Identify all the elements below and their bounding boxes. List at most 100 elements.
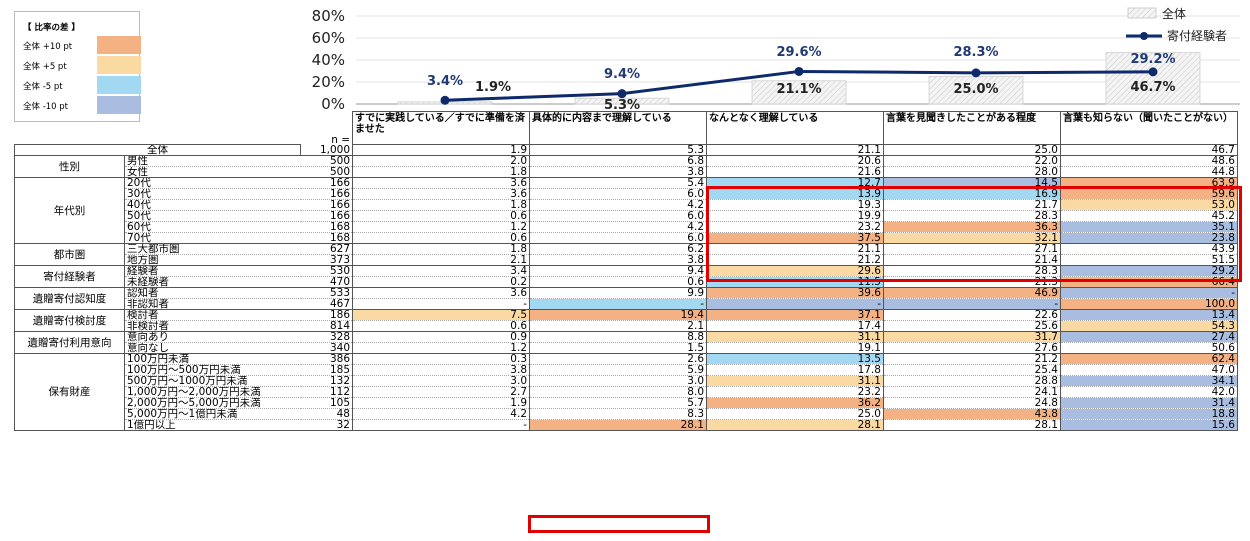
n-cell: 168 — [300, 232, 353, 244]
table-row: 60代 168 1.2 4.2 23.2 36.3 35.1 — [15, 221, 1238, 233]
value-cell: 29.6 — [706, 265, 884, 277]
y-tick-label: 80% — [312, 7, 345, 25]
value-cell: 1.9 — [352, 144, 530, 156]
value-cell: 27.1 — [883, 243, 1061, 255]
row-label: 経験者 — [124, 265, 301, 277]
diff-legend: 【 比率の差 】 全体 +10 pt 全体 +5 pt 全体 -5 pt 全体 … — [14, 11, 141, 122]
table-row: 遺贈寄付利用意向 意向あり 328 0.9 8.8 31.1 31.7 27.4 — [14, 331, 1238, 354]
value-cell: 51.5 — [1060, 254, 1238, 266]
value-cell: 0.6 — [352, 320, 530, 332]
column-header: 言葉も知らない（聞いたことがない） — [1060, 111, 1238, 145]
row-label: 100万円～500万円未満 — [124, 364, 301, 376]
value-cell: 47.0 — [1060, 364, 1238, 376]
value-cell: 3.6 — [352, 287, 530, 299]
y-tick-label: 40% — [312, 51, 345, 69]
column-header: すでに実践している／すでに準備を済ませた — [352, 111, 530, 145]
n-cell: 166 — [300, 210, 353, 222]
table-row: 非検討者 814 0.6 2.1 17.4 25.6 54.3 — [15, 320, 1238, 332]
table-row: 保有財産 100万円未満 386 0.3 2.6 13.5 21.2 62.4 — [14, 353, 1238, 431]
value-cell: 24.1 — [883, 386, 1061, 398]
value-cell: 2.1 — [352, 254, 530, 266]
table-row: 年代別 20代 166 3.6 5.4 12.7 14.5 63.9 — [14, 177, 1238, 244]
row-label: 100万円未満 — [124, 353, 301, 365]
group-label: 保有財産 — [14, 353, 125, 431]
value-cell: 45.2 — [1060, 210, 1238, 222]
value-cell: 0.2 — [352, 276, 530, 288]
row-label: 三大都市圏 — [124, 243, 301, 255]
row-label: 非検討者 — [124, 320, 301, 332]
value-cell: 1.8 — [352, 166, 530, 178]
value-cell: 6.8 — [529, 155, 707, 167]
bar-data-label: 1.9% — [475, 80, 511, 95]
value-cell: 8.0 — [529, 386, 707, 398]
table-row: 500万円～1000万円未満 132 3.0 3.0 31.1 28.8 34.1 — [15, 375, 1238, 387]
row-label: 1,000万円～2,000万円未満 — [124, 386, 301, 398]
bar-all — [751, 80, 847, 105]
value-cell: 5.7 — [529, 397, 707, 409]
row-label: 40代 — [124, 199, 301, 211]
legend-swatch-m5 — [97, 76, 141, 94]
column-header: 具体的に内容まで理解している — [529, 111, 707, 145]
table-row: 2,000万円～5,000万円未満 105 1.9 5.7 36.2 24.8 31.4 — [15, 397, 1238, 409]
group-label: 年代別 — [14, 177, 125, 244]
column-header: なんとなく理解している — [706, 111, 884, 145]
bar-data-label: 5.3% — [604, 98, 640, 113]
value-cell: 1.2 — [352, 221, 530, 233]
table-row: 性別 男性 500 2.0 6.8 20.6 22.0 48.6 — [14, 155, 1238, 178]
value-cell: 3.6 — [352, 188, 530, 200]
n-cell: 500 — [300, 155, 353, 167]
value-cell: 44.8 — [1060, 166, 1238, 178]
table-row: 未経験者 470 0.2 0.6 11.5 21.3 66.4 — [15, 276, 1238, 288]
value-cell: 17.4 — [706, 320, 884, 332]
bar-all — [928, 76, 1024, 105]
table-row: 寄付経験者 経験者 530 3.4 9.4 29.6 28.3 29.2 — [14, 265, 1238, 288]
row-label: 検討者 — [124, 309, 301, 321]
value-cell: 12.7 — [706, 177, 884, 189]
value-cell: 25.0 — [706, 408, 884, 420]
line-point — [1148, 67, 1158, 77]
value-cell: 15.6 — [1060, 419, 1238, 431]
y-tick-label: 0% — [321, 95, 345, 113]
value-cell: 6.0 — [529, 210, 707, 222]
value-cell: - — [529, 298, 707, 310]
line-point — [971, 68, 981, 78]
value-cell: 36.3 — [883, 221, 1061, 233]
line-data-label: 29.6% — [776, 45, 821, 60]
value-cell: 2.7 — [352, 386, 530, 398]
row-label: 70代 — [124, 232, 301, 244]
crosstab-table: n = すでに実践している／すでに準備を済ませた 具体的に内容まで理解している … — [14, 111, 1238, 431]
legend-swatch-all — [1127, 7, 1157, 19]
value-cell: 21.1 — [706, 144, 884, 156]
group-label: 都市圏 — [14, 243, 125, 266]
value-cell: 19.4 — [529, 309, 707, 321]
value-cell: 28.8 — [883, 375, 1061, 387]
line-point — [617, 89, 627, 99]
line-point — [440, 95, 450, 105]
row-label: 20代 — [124, 177, 301, 189]
value-cell: 11.5 — [706, 276, 884, 288]
value-cell: 31.1 — [706, 331, 884, 343]
value-cell: 0.6 — [529, 276, 707, 288]
group-label: 遺贈寄付検討度 — [14, 309, 125, 332]
value-cell: - — [706, 298, 884, 310]
bar-all — [574, 97, 670, 105]
corner-blank — [15, 112, 125, 145]
legend-label-donors: 寄付経験者 — [1167, 28, 1227, 43]
value-cell: 13.4 — [1060, 309, 1238, 321]
line-point — [794, 66, 804, 76]
row-label: 地方圏 — [124, 254, 301, 266]
bar-data-label: 25.0% — [953, 82, 998, 97]
value-cell: 34.1 — [1060, 375, 1238, 387]
table-row: 70代 168 0.6 6.0 37.5 32.1 23.8 — [15, 232, 1238, 244]
value-cell: 2.6 — [529, 353, 707, 365]
value-cell: 24.8 — [883, 397, 1061, 409]
value-cell: 25.0 — [883, 144, 1061, 156]
group-label: 遺贈寄付利用意向 — [14, 331, 125, 354]
value-cell: 1.5 — [529, 342, 707, 354]
value-cell: 28.1 — [883, 419, 1061, 431]
value-cell: 6.0 — [529, 188, 707, 200]
value-cell: 9.9 — [529, 287, 707, 299]
value-cell: 31.4 — [1060, 397, 1238, 409]
value-cell: 7.5 — [352, 309, 530, 321]
legend-label-all: 全体 — [1162, 6, 1186, 21]
